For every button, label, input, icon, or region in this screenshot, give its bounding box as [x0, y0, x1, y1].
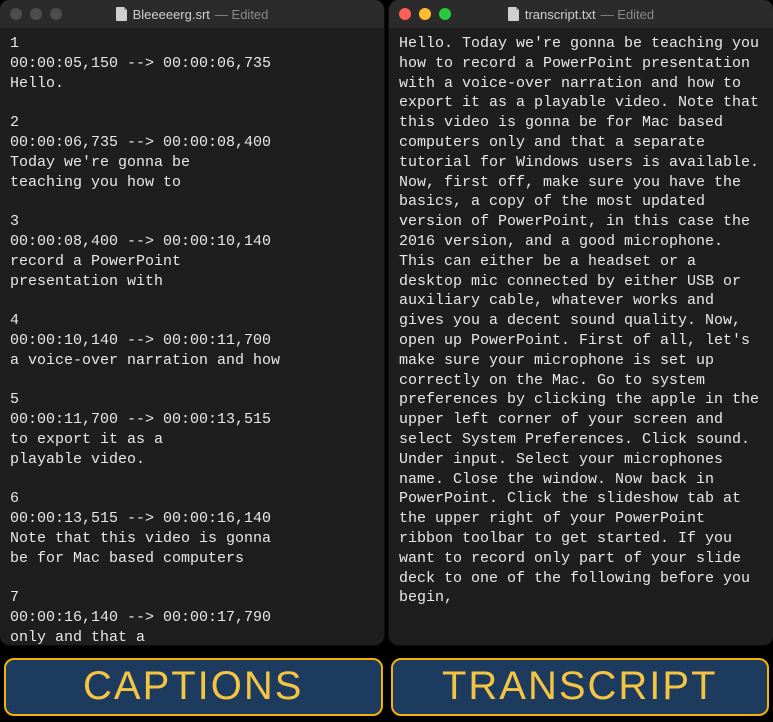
titlebar-right[interactable]: transcript.txt — Edited — [389, 0, 773, 28]
close-icon[interactable] — [10, 8, 22, 20]
edited-label: — Edited — [601, 7, 654, 22]
traffic-lights-right — [399, 8, 451, 20]
fullscreen-icon[interactable] — [50, 8, 62, 20]
editor-content-right[interactable]: Hello. Today we're gonna be teaching you… — [389, 28, 773, 645]
app-container: Bleeeeerg.srt — Edited 1 00:00:05,150 --… — [0, 0, 773, 722]
minimize-icon[interactable] — [419, 8, 431, 20]
labels-row: CAPTIONS TRANSCRIPT — [0, 650, 773, 722]
titlebar-left[interactable]: Bleeeeerg.srt — Edited — [0, 0, 384, 28]
editor-content-left[interactable]: 1 00:00:05,150 --> 00:00:06,735 Hello. 2… — [0, 28, 384, 645]
captions-window: Bleeeeerg.srt — Edited 1 00:00:05,150 --… — [0, 0, 384, 645]
filename-label: transcript.txt — [525, 7, 596, 22]
minimize-icon[interactable] — [30, 8, 42, 20]
transcript-badge: TRANSCRIPT — [391, 658, 770, 716]
traffic-lights-left — [10, 8, 62, 20]
edited-label: — Edited — [215, 7, 268, 22]
document-icon — [116, 7, 128, 21]
captions-badge: CAPTIONS — [4, 658, 383, 716]
windows-row: Bleeeeerg.srt — Edited 1 00:00:05,150 --… — [0, 0, 773, 645]
document-icon — [508, 7, 520, 21]
fullscreen-icon[interactable] — [439, 8, 451, 20]
filename-label: Bleeeeerg.srt — [133, 7, 210, 22]
transcript-window: transcript.txt — Edited Hello. Today we'… — [389, 0, 773, 645]
close-icon[interactable] — [399, 8, 411, 20]
